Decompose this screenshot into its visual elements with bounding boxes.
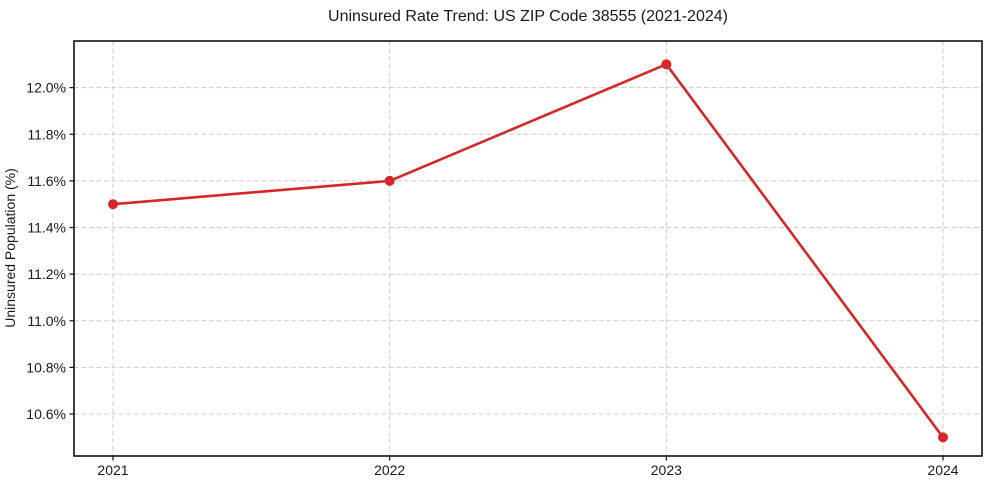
x-tick-label: 2024 <box>927 462 958 478</box>
data-point <box>108 199 118 210</box>
y-tick-label: 11.4% <box>27 220 66 236</box>
x-tick-label: 2023 <box>651 462 682 478</box>
y-tick-label: 11.0% <box>27 313 66 329</box>
plot-area: 10.6% 10.8% 11.0% 11.2% 11.4% 11.6% 11.8% 12.0%… <box>26 40 983 478</box>
data-point <box>384 175 395 186</box>
y-tick-label: 12.0% <box>26 80 66 96</box>
chart-title: Uninsured Rate Trend: US ZIP Code 38555 … <box>328 8 728 25</box>
y-tick-label: 11.2% <box>27 266 66 282</box>
y-tick-label: 11.6% <box>27 173 66 189</box>
plot-background <box>74 41 982 456</box>
x-tick-label: 2022 <box>374 462 405 478</box>
y-tick-label: 10.6% <box>26 406 66 422</box>
axis-spines <box>73 40 983 457</box>
y-tick-label: 11.8% <box>27 126 66 142</box>
x-tick-label: 2021 <box>97 462 128 478</box>
trend-line <box>111 63 945 439</box>
data-point <box>661 59 672 70</box>
y-tick-label: 10.8% <box>26 359 66 375</box>
data-point <box>938 432 948 443</box>
y-axis-label: Uninsured Population (%) <box>2 168 18 328</box>
